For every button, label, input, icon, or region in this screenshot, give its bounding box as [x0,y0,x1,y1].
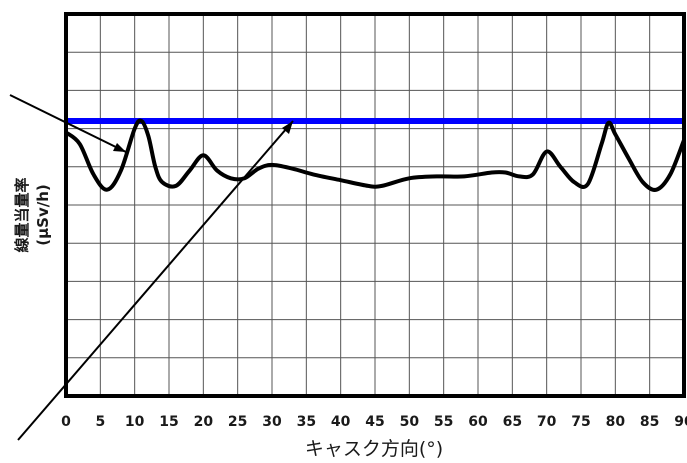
annotation-arrow-right [17,120,294,441]
annotation-arrowhead-left [113,143,126,152]
x-tick-label: 15 [159,414,178,430]
x-tick-label: 50 [400,414,420,430]
x-tick-label: 30 [262,414,282,430]
x-tick-labels: 0 5 10 15 20 25 30 35 40 45 50 55 60 65 70 75 80 85 90 [61,414,687,430]
annotation-arrow-left [9,94,127,153]
x-axis-label: キャスク方向(°) [305,438,443,460]
x-tick-label: 90 [674,414,687,430]
x-tick-label: 45 [365,414,384,430]
x-tick-label: 65 [503,414,522,430]
x-tick-label: 20 [194,414,214,430]
x-tick-label: 55 [434,414,453,430]
annotation-arrowhead-right [282,121,293,134]
x-tick-label: 85 [640,414,659,430]
x-tick-label: 75 [571,414,590,430]
x-tick-label: 60 [468,414,488,430]
y-axis-unit: (μSv/h) [34,184,52,246]
series-line-black-measured [64,118,686,192]
x-tick-label: 80 [606,414,626,430]
x-tick-label: 10 [125,414,145,430]
x-tick-label: 5 [95,414,105,430]
grid-lines [66,14,684,396]
x-tick-label: 25 [228,414,247,430]
x-tick-label: 0 [61,414,71,430]
series-layer [64,118,686,192]
y-axis-label: 線量当量率 [13,177,31,252]
plot-frame [64,12,686,398]
x-tick-label: 35 [297,414,316,430]
x-tick-label: 40 [331,414,351,430]
x-tick-label: 70 [537,414,557,430]
